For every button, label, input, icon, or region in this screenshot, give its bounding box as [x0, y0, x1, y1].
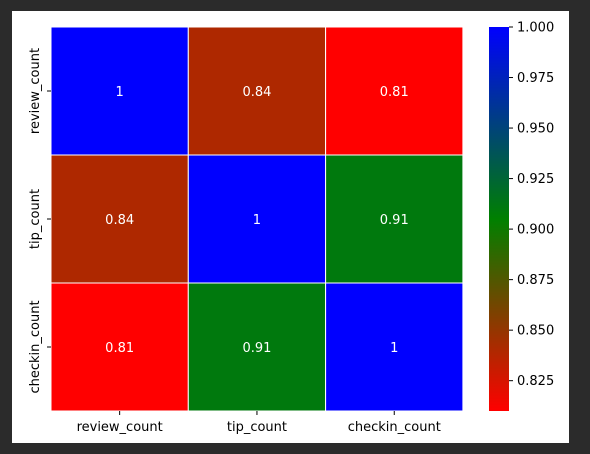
colorbar-tick-label: 0.900: [517, 223, 554, 238]
y-tick-label: tip_count: [28, 189, 43, 249]
y-tick-label: review_count: [28, 48, 43, 134]
x-tick-label: tip_count: [227, 420, 287, 435]
cell-value-label: 0.91: [242, 341, 271, 356]
cell-value-label: 0.84: [105, 213, 134, 228]
cell-value-label: 0.84: [242, 85, 271, 100]
x-tick-label: review_count: [77, 420, 163, 435]
figure-frame: 1 0.84 0.81 0.84 1 0.91 0.81 0.91 1 review_count…: [12, 11, 569, 443]
x-axis: review_count tip_count checkin_count: [77, 411, 441, 435]
colorbar: 0.825 0.850 0.875 0.900 0.925 0.950 0.975 1.000: [489, 21, 554, 412]
cell-value-label: 0.81: [105, 341, 134, 356]
y-axis: review_count tip_count checkin_count: [28, 48, 51, 394]
x-tick-label: checkin_count: [348, 420, 441, 435]
colorbar-tick-label: 1.000: [517, 21, 554, 36]
y-tick-label: checkin_count: [28, 300, 43, 393]
cell-value-label: 0.91: [380, 213, 409, 228]
cell-value-label: 1: [390, 341, 398, 356]
cell-value-label: 0.81: [380, 85, 409, 100]
colorbar-tick-label: 0.950: [517, 122, 554, 137]
colorbar-tick-label: 0.825: [517, 374, 554, 389]
cell-value-label: 1: [253, 213, 261, 228]
correlation-heatmap: 1 0.84 0.81 0.84 1 0.91 0.81 0.91 1 review_count…: [12, 11, 569, 443]
colorbar-gradient: [489, 27, 509, 411]
colorbar-tick-label: 0.975: [517, 71, 554, 86]
colorbar-tick-label: 0.925: [517, 172, 554, 187]
colorbar-tick-label: 0.875: [517, 273, 554, 288]
cell-value-label: 1: [116, 85, 124, 100]
colorbar-tick-label: 0.850: [517, 324, 554, 339]
